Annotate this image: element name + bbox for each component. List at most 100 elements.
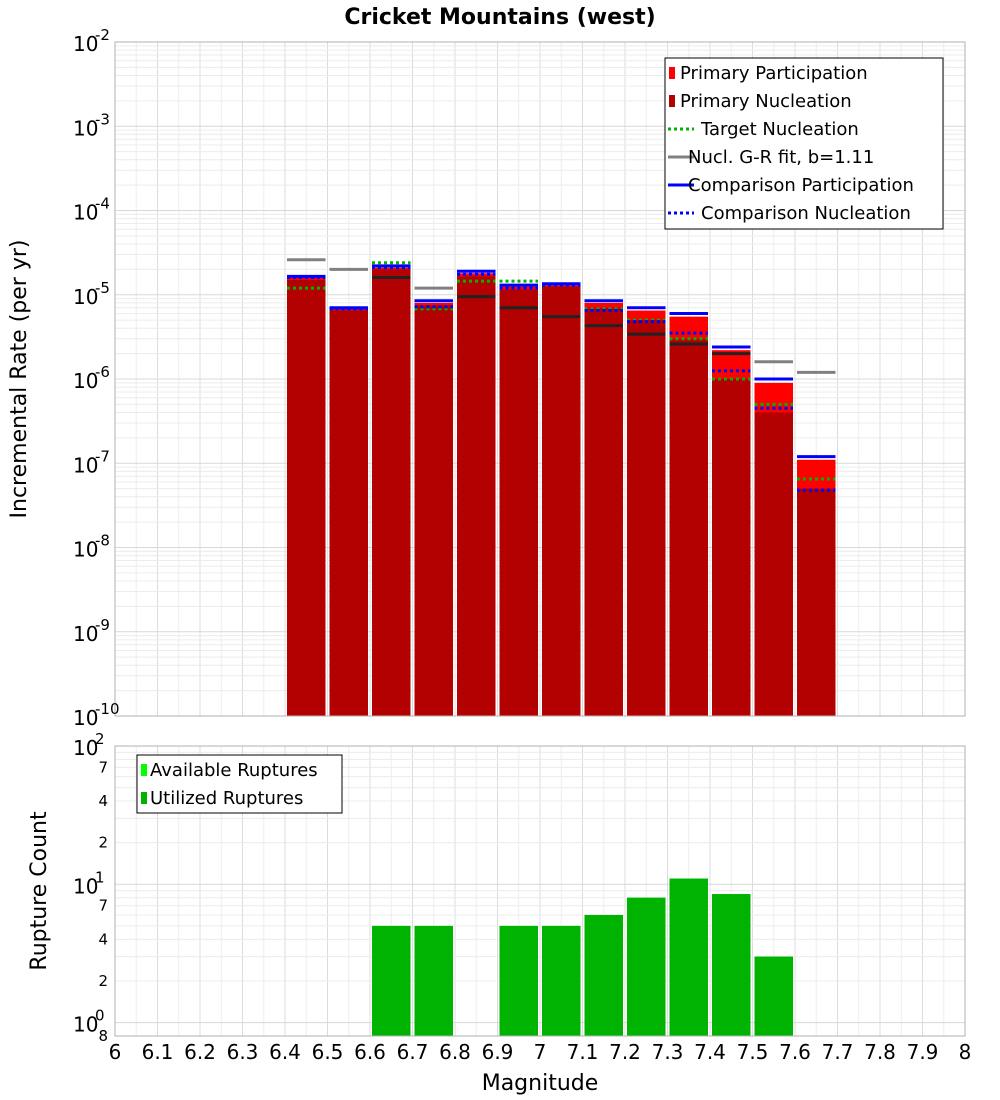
y-tick-base: 10	[73, 706, 98, 730]
bar-primary-nucleation	[627, 320, 666, 716]
x-tick-label: 6.5	[312, 1040, 344, 1064]
x-tick-label: 6	[109, 1040, 122, 1064]
y-tick-base: 10	[73, 201, 98, 225]
x-tick-labels: 6 6.1 6.2 6.3 6.4 6.5 6.6 6.7 6.8 6.9 7 7.1 7.2 7.3 7.…	[109, 1040, 972, 1064]
x-tick-label: 6.7	[397, 1040, 429, 1064]
x-tick-label: 7	[534, 1040, 547, 1064]
x-tick-label: 7.4	[694, 1040, 726, 1064]
top-y-axis-label: Incremental Rate (per yr)	[7, 240, 32, 519]
legend-label: Comparison Participation	[688, 175, 914, 196]
bar-primary-nucleation	[712, 379, 751, 716]
y-tick-exponent: 0	[95, 1007, 105, 1025]
y-tick-exponent: -10	[95, 700, 120, 718]
bar-primary-nucleation	[287, 279, 326, 716]
y-tick-exponent: -3	[95, 110, 110, 128]
y-tick-base: 10	[73, 1013, 98, 1037]
legend-label: Primary Nucleation	[680, 91, 852, 112]
bottom-legend: Available Ruptures Utilized Ruptures	[136, 754, 343, 814]
y-tick-base: 10	[73, 285, 98, 309]
y-tick-label: 4	[98, 930, 108, 948]
y-tick-label: 8	[98, 1027, 108, 1045]
x-tick-label: 6.8	[439, 1040, 471, 1064]
legend-swatch	[669, 67, 675, 79]
y-tick-base: 10	[73, 622, 98, 646]
legend-box	[136, 754, 343, 814]
bar-primary-nucleation	[499, 289, 538, 716]
y-tick-exponent: -5	[95, 279, 110, 297]
x-tick-label: 8	[959, 1040, 972, 1064]
legend-swatch	[141, 764, 147, 776]
bar-primary-nucleation	[414, 305, 453, 716]
bar-primary-nucleation	[542, 286, 581, 716]
x-tick-label: 7.8	[864, 1040, 896, 1064]
x-tick-label: 7.3	[652, 1040, 684, 1064]
legend-label: Primary Participation	[680, 63, 868, 84]
bar-utilized-ruptures	[669, 878, 708, 1036]
y-tick-exponent: -4	[95, 195, 110, 213]
x-axis-label: Magnitude	[482, 1071, 599, 1096]
y-tick-label: 7	[98, 758, 108, 776]
x-tick-label: 6.3	[227, 1040, 259, 1064]
bottom-plot-marks	[372, 878, 793, 1036]
x-tick-label: 6.9	[482, 1040, 514, 1064]
bar-primary-nucleation	[754, 412, 793, 716]
x-tick-label: 6.1	[142, 1040, 174, 1064]
y-tick-base: 10	[73, 736, 98, 760]
y-tick-label: 7	[98, 897, 108, 915]
bar-utilized-ruptures	[499, 925, 538, 1036]
bar-utilized-ruptures	[754, 956, 793, 1036]
bar-primary-nucleation	[329, 310, 368, 716]
y-tick-base: 10	[73, 874, 98, 898]
y-tick-exponent: -6	[95, 363, 110, 381]
top-plot-frame	[114, 41, 966, 717]
y-tick-base: 10	[73, 369, 98, 393]
y-tick-exponent: 2	[95, 730, 105, 748]
bottom-plot-frame	[114, 745, 966, 1037]
bar-utilized-ruptures	[542, 925, 581, 1036]
chart-title: Cricket Mountains (west)	[344, 5, 655, 30]
x-tick-label: 7.9	[907, 1040, 939, 1064]
bar-utilized-ruptures	[414, 925, 453, 1036]
x-tick-label: 7.7	[822, 1040, 854, 1064]
legend-label: Available Ruptures	[150, 760, 318, 781]
y-tick-label: 2	[98, 834, 108, 852]
legend-label: Comparison Nucleation	[701, 203, 911, 224]
x-tick-label: 7.5	[737, 1040, 769, 1064]
x-tick-label: 7.6	[779, 1040, 811, 1064]
bar-utilized-ruptures	[627, 897, 666, 1036]
legend-box	[664, 57, 944, 230]
y-tick-exponent: -2	[95, 26, 110, 44]
bar-primary-nucleation	[457, 276, 496, 716]
legend-label: Utilized Ruptures	[150, 788, 303, 809]
bar-utilized-ruptures	[712, 894, 751, 1036]
y-tick-label: 4	[98, 792, 108, 810]
bar-utilized-ruptures	[584, 914, 623, 1036]
y-tick-base: 10	[73, 538, 98, 562]
bottom-y-axis-label: Rupture Count	[27, 811, 52, 971]
x-tick-label: 7.2	[609, 1040, 641, 1064]
x-tick-label: 6.4	[269, 1040, 301, 1064]
legend-label: Nucl. G-R fit, b=1.11	[688, 147, 874, 168]
top-grid	[114, 42, 966, 717]
legend-swatch	[669, 95, 675, 107]
y-tick-exponent: -7	[95, 447, 110, 465]
x-tick-label: 7.1	[567, 1040, 599, 1064]
top-plot-marks	[287, 258, 836, 716]
bar-primary-nucleation	[669, 338, 708, 716]
bar-primary-nucleation	[584, 307, 623, 716]
top-legend: Primary Participation Primary Nucleation T…	[664, 57, 944, 230]
y-tick-base: 10	[73, 453, 98, 477]
bar-primary-nucleation	[797, 488, 836, 716]
y-tick-label: 2	[98, 972, 108, 990]
y-tick-base: 10	[73, 116, 98, 140]
legend-swatch	[141, 792, 147, 804]
legend-label: Target Nucleation	[700, 119, 859, 140]
x-tick-label: 6.2	[184, 1040, 216, 1064]
bar-primary-nucleation	[372, 269, 411, 716]
y-tick-base: 10	[73, 32, 98, 56]
y-tick-exponent: -9	[95, 616, 110, 634]
y-tick-exponent: -8	[95, 532, 110, 550]
